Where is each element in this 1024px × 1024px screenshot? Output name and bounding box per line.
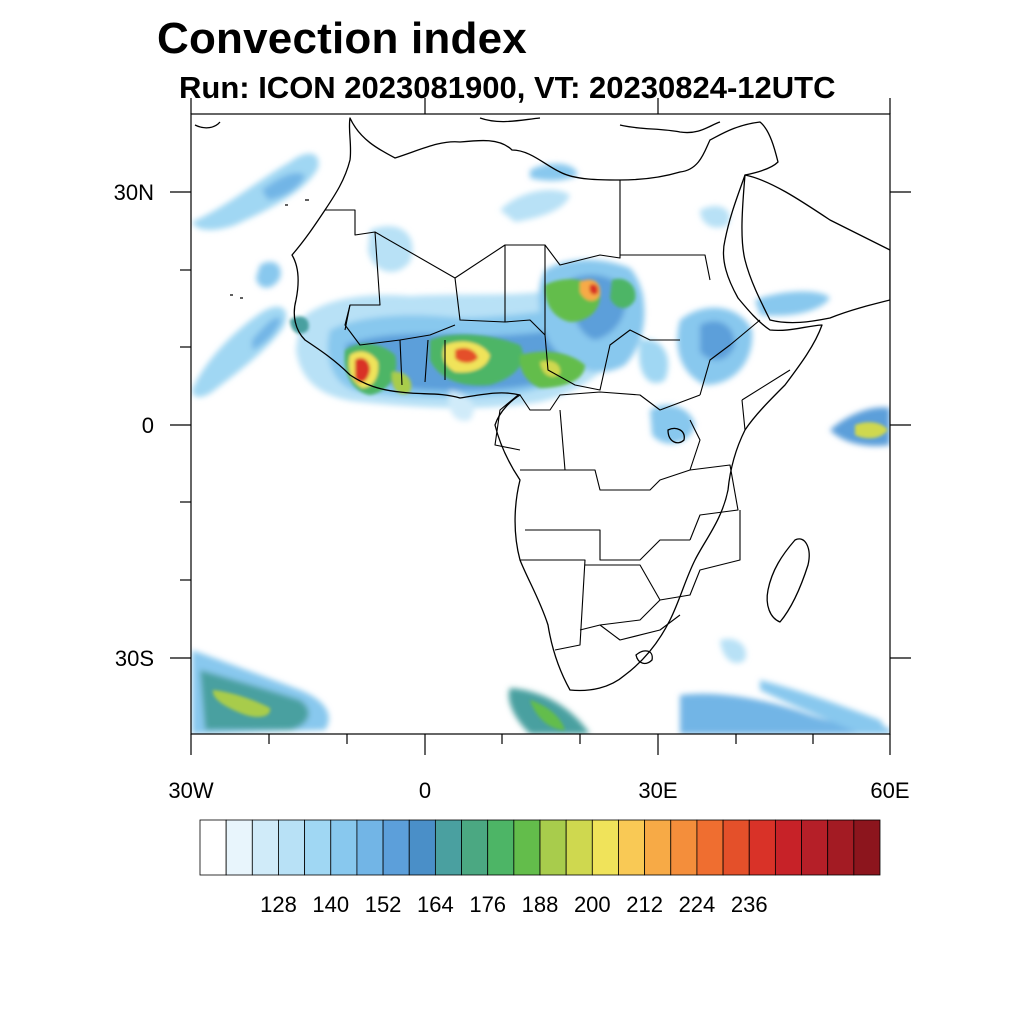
colorbar-labels: 128 140 152 164 176 188 200 212 224 236 (260, 892, 767, 917)
lon-label-0: 0 (419, 778, 431, 803)
colorbar-box (827, 819, 855, 876)
axis-ticks (170, 98, 911, 755)
colorbar-label: 224 (679, 892, 716, 917)
colorbar-box (304, 819, 332, 876)
colorbar-box (382, 819, 410, 876)
colorbar-box (461, 819, 489, 876)
colorbar-box (434, 819, 462, 876)
colorbar-box (696, 819, 724, 876)
colorbar-box (644, 819, 672, 876)
colorbar-box (278, 819, 306, 876)
colorbar-label: 188 (522, 892, 559, 917)
colorbar-box (670, 819, 698, 876)
colorbar-box (774, 819, 802, 876)
colorbar (199, 819, 881, 876)
colorbar-box (251, 819, 279, 876)
plot-frame (190, 113, 891, 735)
chart-title: Convection index (157, 14, 527, 63)
colorbar-box (225, 819, 253, 876)
colorbar-label: 164 (417, 892, 454, 917)
colorbar-box (565, 819, 593, 876)
colorbar-box (513, 819, 541, 876)
colorbar-box (748, 819, 776, 876)
colorbar-box (591, 819, 619, 876)
coastlines (194, 117, 890, 692)
colorbar-box (487, 819, 515, 876)
colorbar-box (722, 819, 750, 876)
colorbar-label: 128 (260, 892, 297, 917)
colorbar-label: 212 (626, 892, 663, 917)
lon-label-30e: 30E (638, 778, 677, 803)
convection-field (192, 153, 890, 734)
colorbar-box (801, 819, 829, 876)
colorbar-label: 236 (731, 892, 768, 917)
colorbar-box (539, 819, 567, 876)
lat-label-30n: 30N (114, 180, 154, 205)
colorbar-label: 140 (312, 892, 349, 917)
lon-label-60e: 60E (870, 778, 909, 803)
colorbar-box (356, 819, 384, 876)
lat-label-30s: 30S (115, 646, 154, 671)
colorbar-label: 176 (469, 892, 506, 917)
chart-subtitle: Run: ICON 2023081900, VT: 20230824-12UTC (179, 70, 836, 105)
lat-label-0: 0 (142, 413, 154, 438)
colorbar-box (853, 819, 881, 876)
colorbar-box (408, 819, 436, 876)
colorbar-box (199, 819, 227, 876)
country-borders (325, 180, 791, 651)
colorbar-box (618, 819, 646, 876)
colorbar-label: 152 (365, 892, 402, 917)
lon-label-30w: 30W (168, 778, 213, 803)
colorbar-label: 200 (574, 892, 611, 917)
colorbar-box (330, 819, 358, 876)
